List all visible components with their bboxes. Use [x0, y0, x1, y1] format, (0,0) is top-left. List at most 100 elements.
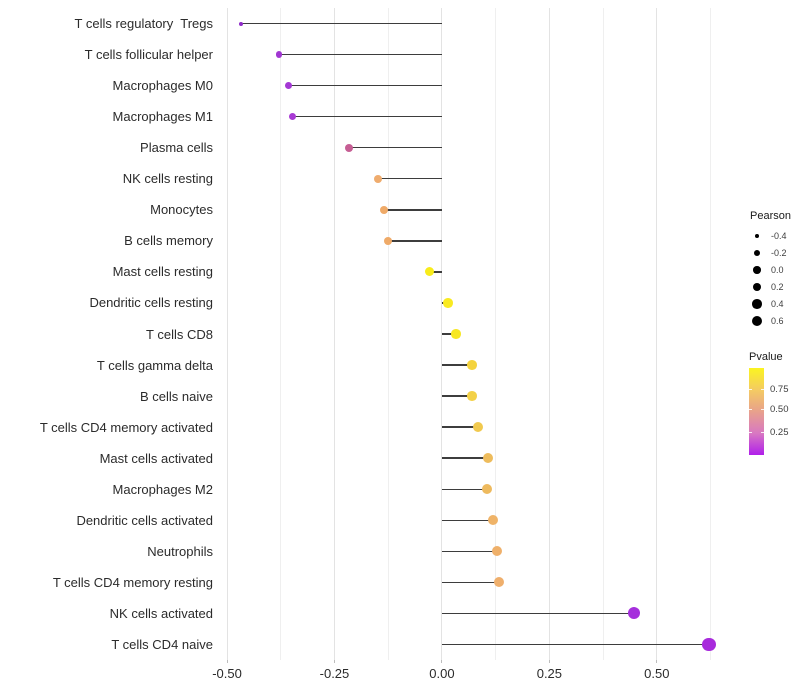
- pvalue-legend-title: Pvalue: [749, 351, 783, 363]
- lollipop-stem: [377, 178, 442, 180]
- y-axis-label: Monocytes: [150, 202, 213, 218]
- lollipop-stem: [292, 115, 442, 118]
- lollipop-stem: [279, 53, 442, 56]
- y-axis-label: T cells regulatory Tregs: [74, 16, 213, 32]
- lollipop-stem: [441, 519, 494, 521]
- x-axis-tick-mark: [226, 660, 228, 663]
- lollipop-dot: [488, 515, 499, 526]
- lollipop-stem: [441, 612, 635, 615]
- pvalue-colorbar-tick: [761, 389, 764, 391]
- x-axis-tick-mark: [656, 660, 658, 663]
- pvalue-colorbar-tick-label: 0.75: [770, 384, 789, 396]
- lollipop-dot: [482, 484, 493, 495]
- y-axis-label: Macrophages M1: [112, 109, 213, 125]
- lollipop-stem: [441, 395, 472, 397]
- lollipop-dot: [373, 174, 383, 183]
- minor-gridline: [602, 8, 604, 660]
- lollipop-dot: [424, 267, 434, 277]
- pearson-legend-dot: [753, 266, 761, 274]
- lollipop-dot: [289, 113, 297, 121]
- lollipop-stem: [240, 22, 442, 25]
- x-axis-tick-label: 0.00: [429, 666, 455, 681]
- lollipop-stem: [288, 84, 442, 87]
- lollipop-dot: [702, 637, 716, 652]
- y-axis-label: Dendritic cells resting: [89, 295, 213, 311]
- lollipop-dot: [451, 329, 461, 339]
- y-axis-label: Mast cells resting: [112, 264, 213, 280]
- lollipop-stem: [429, 271, 442, 273]
- lollipop-stem: [441, 550, 497, 553]
- pearson-legend-dot: [751, 315, 763, 327]
- pearson-legend-label: 0.4: [771, 299, 784, 309]
- lollipop-dot: [443, 298, 453, 308]
- lollipop-dot: [284, 82, 292, 90]
- y-axis-label: B cells memory: [124, 233, 213, 249]
- lollipop-dot: [628, 607, 641, 620]
- minor-gridline: [495, 8, 497, 660]
- y-axis-label: Dendritic cells activated: [76, 512, 213, 528]
- y-axis-label: Macrophages M0: [112, 78, 213, 94]
- pearson-legend-title: Pearson: [750, 210, 791, 222]
- y-axis-label: Mast cells activated: [99, 450, 213, 466]
- y-axis-label: T cells CD4 naive: [111, 636, 213, 652]
- lollipop-dot: [379, 205, 389, 215]
- pearson-legend-dot: [752, 299, 762, 309]
- lollipop-stem: [441, 488, 488, 490]
- y-axis-label: Neutrophils: [147, 543, 213, 559]
- plot-panel: [218, 8, 717, 660]
- x-axis-tick-label: -0.50: [212, 666, 242, 681]
- pearson-legend-label: 0.0: [771, 265, 784, 275]
- pvalue-colorbar-tick: [761, 431, 764, 433]
- pvalue-colorbar-tick: [749, 409, 752, 411]
- lollipop-dot: [275, 51, 283, 58]
- x-axis-tick-mark: [441, 660, 443, 663]
- y-axis-label: Plasma cells: [140, 140, 213, 156]
- lollipop-stem: [441, 364, 472, 366]
- y-axis-label: B cells naive: [140, 388, 213, 404]
- lollipop-dot: [238, 21, 243, 26]
- y-axis-label: T cells CD8: [146, 326, 213, 342]
- lollipop-stem: [441, 426, 479, 428]
- lollipop-dot: [482, 453, 493, 464]
- lollipop-dot: [494, 577, 505, 588]
- y-axis-label: Macrophages M2: [112, 481, 213, 497]
- pearson-legend-dot: [752, 282, 762, 292]
- y-axis-label: T cells CD4 memory resting: [52, 574, 213, 590]
- lollipop-dot: [467, 360, 477, 370]
- y-axis-label: NK cells activated: [109, 605, 213, 621]
- y-axis-label: T cells follicular helper: [84, 47, 213, 63]
- pearson-legend-label: -0.4: [771, 231, 787, 241]
- lollipop-dot: [467, 391, 477, 401]
- x-axis-tick-label: -0.25: [319, 666, 350, 681]
- major-gridline: [226, 8, 228, 660]
- lollipop-dot: [345, 143, 354, 152]
- pvalue-colorbar-tick-label: 0.50: [770, 404, 789, 416]
- x-axis-tick-label: 0.25: [536, 666, 563, 681]
- x-axis-tick-mark: [548, 660, 550, 663]
- pearson-legend-dot: [754, 233, 760, 239]
- pearson-legend-label: -0.2: [771, 248, 787, 258]
- lollipop-dot: [473, 422, 484, 433]
- major-gridline: [333, 8, 335, 660]
- lollipop-dot: [383, 236, 393, 246]
- pearson-legend-label: 0.2: [771, 282, 784, 292]
- x-axis-tick-label: 0.50: [644, 666, 670, 681]
- lollipop-dot: [491, 546, 502, 557]
- lollipop-stem: [441, 333, 457, 335]
- pearson-legend-label: 0.6: [771, 316, 784, 326]
- minor-gridline: [710, 8, 712, 660]
- pvalue-colorbar: [749, 368, 764, 455]
- y-axis-label: NK cells resting: [122, 171, 213, 187]
- major-gridline: [656, 8, 658, 660]
- x-axis-tick-mark: [333, 660, 335, 663]
- y-axis-label: T cells gamma delta: [96, 357, 213, 373]
- lollipop-stem: [383, 209, 442, 211]
- lollipop-stem: [441, 457, 488, 459]
- major-gridline: [548, 8, 550, 660]
- pvalue-colorbar-tick: [761, 409, 764, 411]
- lollipop-stem: [441, 581, 500, 584]
- lollipop-stem: [387, 240, 442, 242]
- lollipop-stem: [441, 643, 709, 646]
- minor-gridline: [280, 8, 282, 660]
